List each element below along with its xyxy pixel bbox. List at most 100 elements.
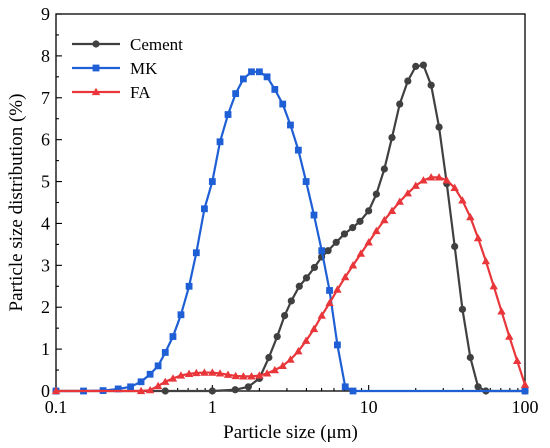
data-point-cement	[380, 165, 388, 173]
series-cement	[52, 61, 529, 395]
legend-marker-mk	[92, 64, 100, 72]
data-point-fa	[200, 368, 209, 376]
data-point-cement	[396, 100, 404, 108]
data-point-fa	[458, 196, 467, 204]
data-point-fa	[317, 311, 326, 319]
data-point-fa	[51, 386, 61, 395]
data-point-fa	[512, 356, 522, 364]
y-tick-label: 5	[41, 172, 50, 192]
data-point-mk	[154, 362, 162, 370]
data-point-mk	[255, 68, 263, 76]
data-point-fa	[372, 226, 381, 235]
data-point-fa	[215, 369, 225, 377]
y-tick-label: 3	[41, 255, 50, 275]
data-point-fa	[403, 189, 413, 197]
data-point-cement	[372, 190, 380, 198]
data-point-fa	[419, 176, 428, 184]
data-point-cement	[466, 353, 474, 362]
data-point-cement	[412, 62, 420, 70]
data-point-fa	[434, 173, 444, 181]
data-point-cement	[287, 297, 295, 305]
data-point-cement	[474, 383, 482, 391]
x-tick-label: 0.1	[45, 397, 68, 417]
data-point-cement	[349, 224, 357, 232]
data-point-fa	[309, 324, 319, 333]
data-point-fa	[184, 369, 194, 377]
data-point-fa	[176, 371, 186, 379]
y-axis-title: Particle size distribution (%)	[6, 94, 27, 312]
data-point-cement	[265, 353, 273, 362]
x-tick-label: 10	[360, 397, 378, 417]
data-point-fa	[395, 197, 404, 205]
data-point-cement	[340, 230, 349, 238]
data-point-fa	[255, 371, 264, 379]
data-point-cement	[365, 207, 373, 215]
data-point-fa	[411, 181, 420, 189]
data-point-mk	[334, 341, 341, 349]
y-tick-label: 0	[41, 381, 50, 401]
y-tick-label: 6	[41, 130, 50, 150]
data-point-fa	[325, 298, 334, 307]
data-point-fa	[192, 368, 201, 377]
data-point-cement	[435, 123, 443, 131]
data-point-fa	[247, 372, 256, 380]
data-point-cement	[404, 77, 412, 85]
data-point-mk	[326, 287, 333, 294]
y-tick-label: 1	[41, 339, 50, 359]
data-point-fa	[387, 206, 397, 215]
data-point-fa	[481, 256, 491, 265]
data-point-cement	[427, 81, 435, 89]
data-point-mk	[127, 383, 134, 391]
data-point-mk	[224, 111, 232, 118]
data-point-cement	[458, 305, 467, 313]
legend-item-mk: MK	[72, 59, 158, 78]
legend-label-cement: Cement	[130, 35, 183, 54]
data-point-fa	[145, 385, 155, 394]
data-point-cement	[451, 242, 459, 251]
data-point-fa	[136, 386, 146, 395]
data-point-mk	[192, 249, 200, 257]
legend-marker-cement	[92, 40, 100, 48]
plot-frame	[55, 13, 526, 392]
data-point-fa	[286, 355, 295, 363]
data-point-mk	[177, 311, 185, 319]
data-point-mk	[146, 370, 154, 378]
data-point-mk	[287, 121, 294, 129]
data-point-mk	[310, 211, 318, 219]
axes: 0 1 2 3 4 5 6 7 8 9 0.1 1 10 100	[41, 4, 539, 417]
data-point-cement	[295, 282, 303, 290]
legend-label-fa: FA	[130, 83, 151, 102]
data-point-fa	[489, 282, 498, 290]
data-point-fa	[168, 374, 178, 382]
data-point-fa	[473, 233, 483, 242]
data-point-mk	[208, 178, 216, 185]
legend-marker-fa	[91, 87, 101, 96]
y-tick-label: 2	[41, 297, 50, 317]
data-point-mk	[318, 247, 326, 255]
data-point-cement	[388, 133, 396, 142]
data-point-fa	[208, 368, 217, 376]
data-point-fa	[278, 361, 287, 370]
legend-item-fa: FA	[72, 83, 151, 102]
x-axis-title: Particle size (μm)	[223, 422, 358, 443]
x-tick-label: 100	[512, 397, 539, 417]
data-point-fa	[426, 173, 436, 181]
data-point-mk	[248, 68, 255, 76]
data-point-fa	[301, 336, 311, 344]
y-tick-label: 4	[41, 213, 50, 233]
data-point-mk	[341, 383, 349, 391]
data-point-mk	[239, 75, 247, 83]
data-point-mk	[294, 146, 302, 154]
data-point-cement	[302, 274, 311, 282]
data-point-fa	[333, 285, 342, 293]
data-point-fa	[356, 249, 366, 257]
data-point-cement	[332, 238, 340, 246]
data-point-fa	[497, 307, 506, 315]
data-point-mk	[263, 73, 271, 81]
series-layer	[51, 61, 530, 395]
data-point-mk	[521, 387, 529, 395]
series-mk	[52, 68, 529, 395]
data-point-fa	[520, 380, 530, 388]
